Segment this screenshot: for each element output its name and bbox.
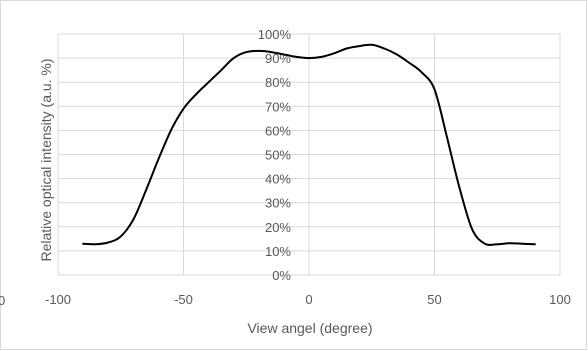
y-tick-label: 60% bbox=[265, 123, 291, 138]
y-tick-label: 40% bbox=[265, 172, 291, 187]
y-tick-label: 70% bbox=[265, 99, 291, 114]
gridlines bbox=[57, 33, 561, 276]
x-tick-label: 50 bbox=[427, 292, 441, 307]
x-tick-label: -50 bbox=[174, 292, 193, 307]
x-axis-label: View angel (degree) bbox=[247, 320, 372, 336]
x-tick-label: 100 bbox=[549, 292, 571, 307]
x-tick-label: -100 bbox=[45, 292, 71, 307]
y-tick-label: 30% bbox=[265, 196, 291, 211]
y-tick-label: 0% bbox=[272, 268, 291, 283]
cropped-tick-label: 0 bbox=[0, 293, 5, 308]
y-axis-label: Relative optical intensity (a.u. %) bbox=[38, 58, 54, 261]
y-tick-label: 10% bbox=[265, 244, 291, 259]
y-tick-label: 100% bbox=[258, 27, 292, 42]
y-tick-label: 50% bbox=[265, 148, 291, 163]
x-tick-label: 0 bbox=[305, 292, 312, 307]
tick-labels: 0%10%20%30%40%50%60%70%80%90%100%-100 -50… bbox=[45, 27, 571, 307]
y-tick-label: 20% bbox=[265, 220, 291, 235]
y-tick-label: 80% bbox=[265, 75, 291, 90]
series-line bbox=[82, 43, 536, 246]
